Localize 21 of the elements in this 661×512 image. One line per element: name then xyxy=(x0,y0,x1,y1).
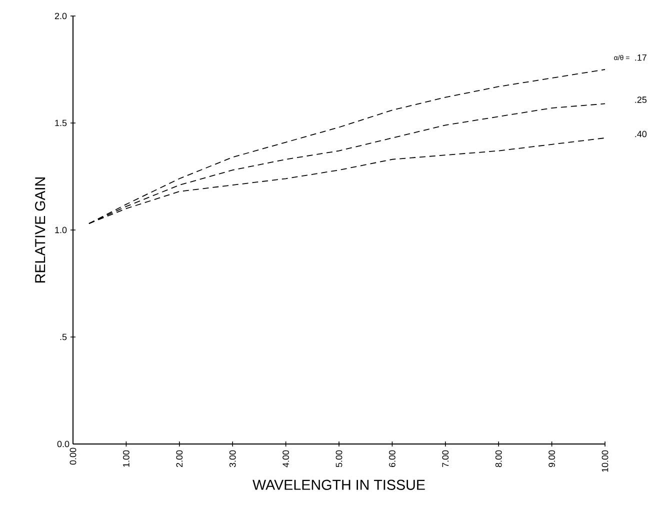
x-tick-label: 10.00 xyxy=(602,450,608,472)
x-tick-label: 1.00 xyxy=(123,450,130,467)
text: .40 xyxy=(635,130,647,138)
x-tick-label: 3.00 xyxy=(229,450,236,468)
x-tick-label: 8.00 xyxy=(495,450,502,468)
x-tick-label: 9.00 xyxy=(548,450,555,468)
y-axis-title: RELATIVE GAIN xyxy=(35,177,46,283)
text: .25 xyxy=(635,96,647,103)
x-tick-label: 7.00 xyxy=(442,450,449,468)
x-tick-label: 4.00 xyxy=(282,450,289,468)
y-tick-label: 2.0 xyxy=(54,12,67,20)
x-tick-label: 6.00 xyxy=(389,450,396,468)
text: .17 xyxy=(635,54,646,61)
y-tick-label: 1.0 xyxy=(55,226,67,234)
y-tick-label: .5 xyxy=(60,334,67,340)
y-tick-label: 0.0 xyxy=(57,440,70,448)
x-tick-label: 5.00 xyxy=(336,450,342,468)
x-tick-label: 2.00 xyxy=(176,450,183,468)
y-tick-label: 1.5 xyxy=(55,120,67,126)
x-axis-title: WAVELENGTH IN TISSUE xyxy=(252,480,425,490)
x-tick-label: 0.00 xyxy=(70,448,76,465)
